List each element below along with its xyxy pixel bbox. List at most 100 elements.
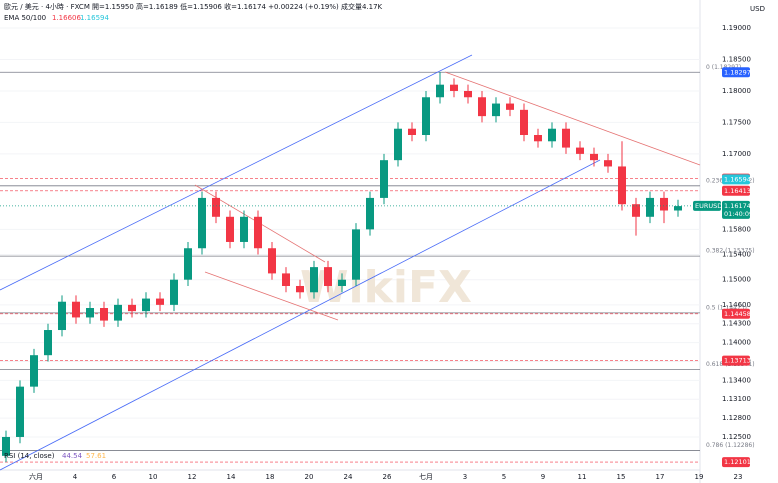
x-tick-label: 14 <box>227 473 236 481</box>
last-price-tag <box>722 200 750 219</box>
candle-body <box>226 216 234 242</box>
candle-body <box>30 355 38 387</box>
candle-body <box>72 301 80 318</box>
candle-body <box>170 279 178 305</box>
x-tick-label: 20 <box>305 473 314 481</box>
fib-label: 0 (1.18297) <box>706 64 741 71</box>
candle-body <box>128 304 136 312</box>
y-tick-label: 1.13100 <box>722 395 751 403</box>
y-tick-label: 1.14000 <box>722 339 751 347</box>
candle-body <box>660 197 668 211</box>
candle-body <box>548 128 556 142</box>
channel-line <box>0 159 601 471</box>
candle-body <box>534 135 542 142</box>
fib-label: 0.786 (1.12286) <box>706 442 755 449</box>
x-tick-label: 24 <box>344 473 353 481</box>
x-tick-label: 12 <box>188 473 197 481</box>
y-tick-label: 1.17500 <box>722 118 751 126</box>
candle-body <box>562 128 570 148</box>
price-tag-label: 1.16413 <box>724 187 751 195</box>
candle-body <box>198 197 206 249</box>
x-tick-label: 3 <box>463 473 467 481</box>
candle-body <box>324 267 332 286</box>
y-tick-label: 1.15000 <box>722 276 751 284</box>
candle-body <box>310 267 318 293</box>
x-tick-label: 六月 <box>29 472 43 481</box>
y-tick-label: 1.15400 <box>722 251 751 259</box>
x-tick-label: 4 <box>73 473 78 481</box>
y-tick-label: 1.13400 <box>722 376 751 384</box>
y-tick-label: 1.14300 <box>722 320 751 328</box>
price-tag-label: 1.14458 <box>724 310 751 318</box>
y-tick-label: 1.18000 <box>722 87 751 95</box>
candle-body <box>100 308 108 321</box>
price-tag <box>722 308 750 319</box>
symbol-tag <box>693 200 721 211</box>
rsi-value: 57.61 <box>86 452 106 460</box>
price-tag <box>722 174 750 185</box>
x-tick-label: 19 <box>695 473 704 481</box>
price-tag <box>722 457 750 468</box>
candle-body <box>590 153 598 161</box>
candle-body <box>296 285 304 293</box>
y-tick-label: 1.14600 <box>722 301 751 309</box>
candle-body <box>86 308 94 318</box>
price-tag-label: 1.13713 <box>724 357 751 365</box>
candle-body <box>58 301 66 331</box>
candle-body <box>464 90 472 98</box>
y-tick-label: 1.19000 <box>722 24 751 32</box>
candle-body <box>408 128 416 136</box>
candle-body <box>478 97 486 117</box>
price-tag-label: 1.12101 <box>724 458 751 466</box>
candle-body <box>268 248 276 274</box>
price-tag-label: 1.16594 <box>724 175 751 183</box>
x-tick-label: 6 <box>112 473 117 481</box>
ohlc: 開=1.15950 高=1.16189 低=1.15906 收=1.16174 … <box>92 2 383 11</box>
candle-body <box>380 160 388 198</box>
symbol-tag-label: EURUSD <box>695 202 722 210</box>
x-tick-label: 17 <box>656 473 665 481</box>
channel-line <box>0 54 473 291</box>
rsi-value: 44.54 <box>62 452 83 460</box>
y-tick-label: 1.18500 <box>722 56 751 64</box>
candle-body <box>240 216 248 242</box>
x-tick-label: 18 <box>266 473 275 481</box>
last-price-label: 1.16174 <box>724 202 751 210</box>
candle-body <box>142 298 150 312</box>
ema50: 1.16606 <box>52 14 81 22</box>
x-tick-label: 9 <box>541 473 545 481</box>
x-tick-label: 26 <box>383 473 392 481</box>
x-tick-label: 23 <box>734 473 743 481</box>
candle-body <box>576 147 584 154</box>
trend-line <box>444 71 701 166</box>
candle-body <box>44 330 52 356</box>
candle-body <box>632 204 640 217</box>
candle-body <box>254 216 262 249</box>
candle-body <box>450 84 458 91</box>
candle-body <box>674 206 682 211</box>
candle-body <box>282 273 290 286</box>
candle-body <box>338 279 346 286</box>
candle-body <box>394 128 402 161</box>
candle-body <box>156 298 164 305</box>
ema-label: EMA 50/100 <box>4 14 46 22</box>
candle-body <box>184 248 192 280</box>
candle-body <box>422 97 430 136</box>
x-tick-label: 5 <box>502 473 506 481</box>
x-tick-label: 15 <box>617 473 626 481</box>
price-tag <box>722 355 750 366</box>
fib-label: 0.382 (1.15375) <box>706 248 755 255</box>
candle-body <box>352 229 360 280</box>
y-tick-label: 1.15800 <box>722 225 751 233</box>
y-tick-label: 1.12800 <box>722 414 751 422</box>
x-tick-label: 11 <box>578 473 587 481</box>
trend-line <box>204 271 339 321</box>
symbol: 歐元 / 美元 · 4小時 · FXCM <box>4 2 90 11</box>
candle-body <box>506 103 514 110</box>
y-tick-label: 1.12500 <box>722 433 751 441</box>
y-tick-label: 1.17000 <box>722 150 751 158</box>
candle-body <box>646 197 654 217</box>
rsi-label: RSI (14, close) <box>4 452 55 460</box>
